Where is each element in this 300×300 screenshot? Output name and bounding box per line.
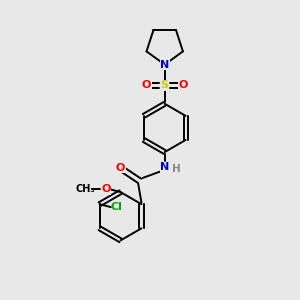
- Text: Cl: Cl: [111, 202, 123, 212]
- Text: O: O: [116, 163, 125, 173]
- Text: N: N: [160, 162, 169, 172]
- Text: O: O: [142, 80, 151, 90]
- Text: CH₃: CH₃: [76, 184, 95, 194]
- Text: O: O: [101, 184, 110, 194]
- Text: H: H: [172, 164, 180, 173]
- Text: S: S: [161, 80, 169, 90]
- Text: O: O: [178, 80, 188, 90]
- Text: N: N: [160, 60, 169, 70]
